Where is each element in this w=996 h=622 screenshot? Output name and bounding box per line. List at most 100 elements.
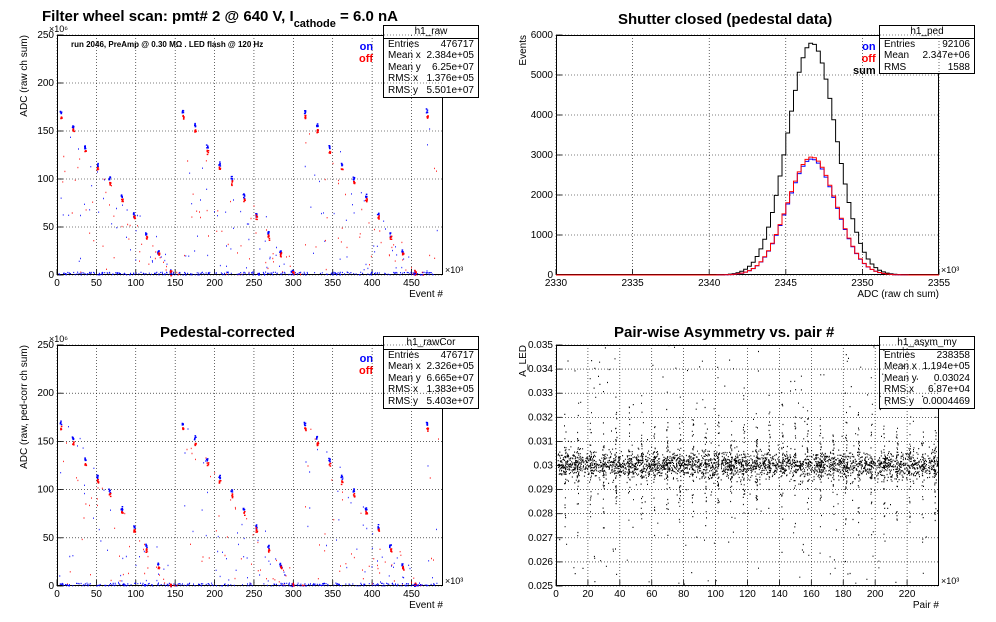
stats-key: Entries xyxy=(884,38,916,50)
y-tick-label: 0 xyxy=(48,270,54,281)
y-tick-label: 200 xyxy=(37,78,54,89)
y-tick-label: 2000 xyxy=(531,190,554,201)
x-axis-label: ADC (raw ch sum) xyxy=(857,289,939,300)
y-tick-label: 0.026 xyxy=(528,557,553,568)
legend-entry-on: on xyxy=(359,41,374,53)
y-tick-label: 0.025 xyxy=(528,581,553,592)
pad-bl-title: Pedestal-corrected xyxy=(160,324,296,341)
x-tick-label: 50 xyxy=(91,278,103,289)
legend-entry-off: off xyxy=(359,53,374,65)
baseline-points xyxy=(59,582,438,587)
y-tick-label: 50 xyxy=(43,222,55,233)
series-off-points xyxy=(60,425,439,588)
x-tick-label: 140 xyxy=(771,589,788,600)
stats-key: RMS y xyxy=(884,395,914,407)
stats-value: 5.403e+07 xyxy=(426,395,474,407)
stats-key: RMS xyxy=(884,61,907,73)
y-tick-label: 0.034 xyxy=(528,364,553,375)
stats-row: Mean y 0.03024 xyxy=(880,373,974,385)
stats-key: Mean y xyxy=(884,372,917,384)
x-tick-label: 2340 xyxy=(698,278,721,289)
y-axis-label: Events xyxy=(518,35,529,66)
y-tick-label: 100 xyxy=(37,485,54,496)
x-multiplier: ×10³ xyxy=(941,576,959,586)
stats-name: h1_rawCor xyxy=(384,337,478,350)
x-tick-label: 250 xyxy=(246,589,263,600)
plot-area-bl[interactable] xyxy=(57,345,443,586)
stats-key: Mean x xyxy=(388,50,421,62)
stats-key: Mean y xyxy=(388,61,421,73)
y-tick-label: 0.033 xyxy=(528,388,553,399)
y-tick-label: 250 xyxy=(37,30,54,41)
y-tick-label: 0.027 xyxy=(528,533,553,544)
y-tick-label: 0 xyxy=(48,581,54,592)
x-tick-label: 200 xyxy=(867,589,884,600)
stats-row: RMS 1588 xyxy=(880,62,974,74)
stats-box-tl: h1_raw Entries 476717 Mean x 2.384e+05 Mean y… xyxy=(383,25,479,98)
x-tick-label: 300 xyxy=(285,278,302,289)
stats-key: Entries xyxy=(388,38,420,50)
stats-row: Mean x 2.326e+05 xyxy=(384,361,478,373)
y-tick-label: 4000 xyxy=(531,110,554,121)
stats-key: RMS x xyxy=(388,73,418,85)
stats-row: Entries 476717 xyxy=(384,39,478,51)
stats-value: 0.03024 xyxy=(933,372,970,384)
y-tick-label: 5000 xyxy=(531,70,554,81)
x-tick-label: 2345 xyxy=(775,278,798,289)
y-tick-label: 1000 xyxy=(531,230,554,241)
x-tick-label: 100 xyxy=(707,589,724,600)
y-axis-label: ADC (raw ch sum) xyxy=(19,35,30,117)
stats-key: RMS y xyxy=(388,84,418,96)
stats-key: Entries xyxy=(388,349,420,361)
stats-value: 2.384e+05 xyxy=(426,50,474,62)
stats-row: RMS x 1.383e+05 xyxy=(384,384,478,396)
stats-key: Entries xyxy=(884,349,916,361)
plot-area-tl[interactable] xyxy=(57,35,443,275)
x-tick-label: 300 xyxy=(285,589,302,600)
stats-row: Mean x 1.194e+05 xyxy=(880,361,974,373)
asymmetry-points xyxy=(557,344,939,585)
y-multiplier: ×10⁶ xyxy=(49,334,68,344)
x-tick-label: 450 xyxy=(403,278,420,289)
y-tick-label: 150 xyxy=(37,436,54,447)
x-tick-label: 2330 xyxy=(545,278,568,289)
x-tick-label: 400 xyxy=(364,589,381,600)
y-tick-label: 250 xyxy=(37,340,54,351)
stats-value: 476717 xyxy=(440,38,474,50)
stats-value: 5.501e+07 xyxy=(426,84,474,96)
stats-row: RMS x 1.376e+05 xyxy=(384,73,478,85)
stats-row: Entries 238358 xyxy=(880,350,974,362)
y-tick-label: 150 xyxy=(37,126,54,137)
x-tick-label: 150 xyxy=(167,589,184,600)
stats-key: Mean xyxy=(884,50,910,62)
pad-tl-title-tail: = 6.0 nA xyxy=(340,8,398,25)
y-multiplier: ×10⁶ xyxy=(49,24,68,34)
x-tick-label: 60 xyxy=(646,589,658,600)
stats-row: RMS y 5.501e+07 xyxy=(384,85,478,97)
x-tick-label: 200 xyxy=(206,278,223,289)
x-tick-label: 0 xyxy=(553,589,559,600)
y-tick-label: 50 xyxy=(43,533,55,544)
legend-entry-off: off xyxy=(861,53,876,65)
stats-value: 2.326e+05 xyxy=(426,361,474,373)
x-tick-label: 120 xyxy=(739,589,756,600)
stats-value: 6.25e+07 xyxy=(432,61,474,73)
stats-name: h1_asym_my xyxy=(880,337,974,350)
x-tick-label: 2335 xyxy=(621,278,644,289)
x-tick-label: 0 xyxy=(54,589,60,600)
stats-value: 92106 xyxy=(942,38,970,50)
stats-value: 1588 xyxy=(947,61,970,73)
baseline-points xyxy=(58,271,434,276)
stats-name: h1_ped xyxy=(880,26,974,39)
stats-row: Mean 2.347e+06 xyxy=(880,50,974,62)
stats-value: 1.383e+05 xyxy=(426,384,474,396)
stats-value: 0.0004469 xyxy=(922,395,970,407)
x-tick-label: 150 xyxy=(167,278,184,289)
stats-name: h1_raw xyxy=(384,26,478,39)
stats-value: 1.376e+05 xyxy=(426,73,474,85)
x-tick-label: 100 xyxy=(127,589,144,600)
stats-row: Mean y 6.25e+07 xyxy=(384,62,478,74)
y-axis-label: ADC (raw, ped-corr ch sum) xyxy=(19,345,30,469)
x-multiplier: ×10³ xyxy=(941,265,959,275)
